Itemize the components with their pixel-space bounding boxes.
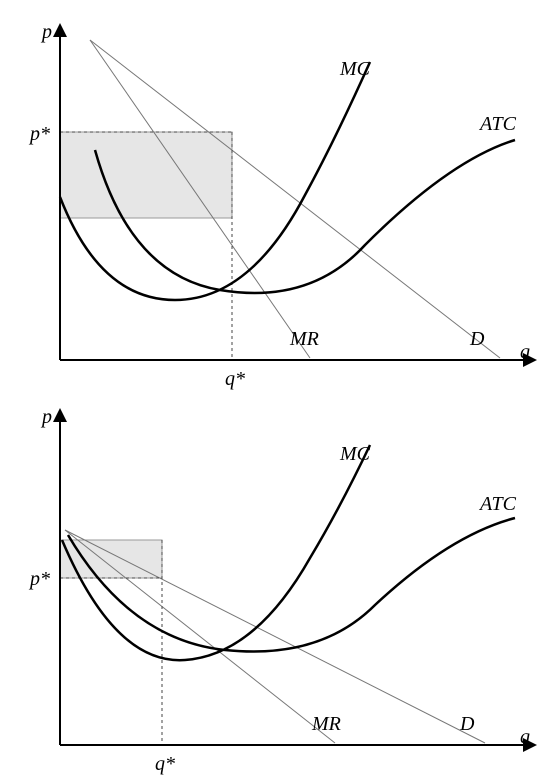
p-axis-label-bottom: p <box>40 406 52 428</box>
p-axis-label-top: p <box>40 21 52 43</box>
qstar-label-top: q* <box>225 368 245 390</box>
diagram-svg: p q MC ATC D MR p* q* p q MC ATC D MR p*… <box>0 0 549 779</box>
atc-label-top: ATC <box>478 113 517 135</box>
q-axis-label-top: q <box>520 341 530 363</box>
d-label-top: D <box>469 328 485 350</box>
panel-top: p q MC ATC D MR p* q* <box>28 21 530 390</box>
mr-label-bottom: MR <box>311 713 341 735</box>
demand-line-bottom <box>65 530 485 743</box>
profit-rect-top <box>60 132 232 218</box>
econ-diagram-page: p q MC ATC D MR p* q* p q MC ATC D MR p*… <box>0 0 549 779</box>
atc-label-bottom: ATC <box>478 493 517 515</box>
pstar-label-top: p* <box>28 123 50 145</box>
mr-line-bottom <box>65 530 335 743</box>
mc-label-bottom: MC <box>339 443 371 465</box>
mc-label-top: MC <box>339 58 371 80</box>
qstar-label-bottom: q* <box>155 753 175 775</box>
panel-bottom: p q MC ATC D MR p* q* <box>28 406 530 775</box>
q-axis-label-bottom: q <box>520 726 530 748</box>
d-label-bottom: D <box>459 713 475 735</box>
mr-label-top: MR <box>289 328 319 350</box>
pstar-label-bottom: p* <box>28 568 50 590</box>
